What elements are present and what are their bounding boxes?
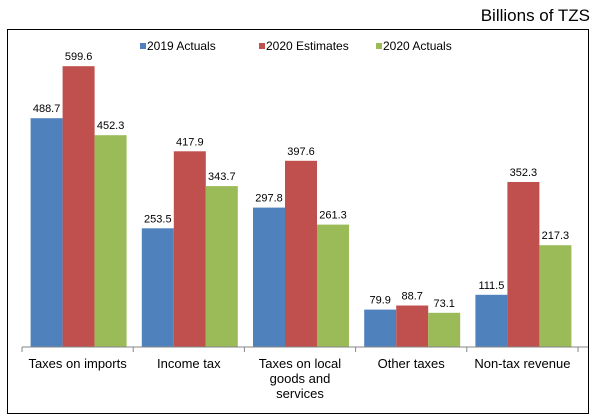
x-axis-labels: Taxes on imports Income tax Taxes on local…: [28, 356, 570, 401]
bar: [364, 309, 397, 347]
bar: [173, 151, 206, 347]
legend-swatch: [259, 43, 265, 49]
bar: [94, 135, 127, 347]
legend-label: 2019 Actuals: [147, 39, 216, 53]
chart-frame: 2019 Actuals 2020 Estimates 2020 Actuals 4…: [7, 29, 589, 414]
legend: 2019 Actuals 2020 Estimates 2020 Actuals: [140, 39, 452, 53]
legend-swatch: [140, 43, 146, 49]
x-axis-category-label-line: Other taxes: [378, 356, 446, 371]
bar: [317, 224, 349, 347]
bar: [539, 245, 572, 347]
x-axis-category-label-line: services: [276, 386, 324, 401]
bar: [253, 207, 285, 347]
x-axis-category-label-line: Non-tax revenue: [474, 356, 570, 371]
bar-value-label: 217.3: [542, 230, 570, 242]
x-axis-category-label-line: Taxes on imports: [28, 356, 127, 371]
bar-value-label: 488.7: [33, 103, 61, 115]
bar: [428, 312, 461, 347]
bar: [475, 294, 508, 347]
bar-value-label: 111.5: [478, 280, 504, 292]
x-axis-category-label-line: goods and: [270, 371, 331, 386]
bar-value-label: 297.8: [255, 193, 283, 205]
bar: [396, 305, 429, 347]
bar-value-label: 88.7: [401, 291, 422, 303]
bar: [141, 228, 174, 347]
bar-value-label: 79.9: [369, 295, 390, 307]
x-axis-category-label: Taxes on imports: [28, 356, 127, 371]
bar-chart: 2019 Actuals 2020 Estimates 2020 Actuals 4…: [21, 39, 588, 401]
x-axis-category-label-line: Income tax: [157, 356, 221, 371]
legend-label: 2020 Estimates: [266, 39, 349, 53]
bar-value-label: 343.7: [208, 171, 236, 183]
bar: [507, 182, 540, 347]
bar-value-label: 253.5: [144, 213, 172, 225]
legend-label: 2020 Actuals: [383, 39, 452, 53]
unit-label: Billions of TZS: [480, 6, 590, 25]
bar-value-label: 397.6: [287, 146, 315, 158]
bar-value-label: 73.1: [433, 298, 454, 310]
bar-value-label: 599.6: [65, 51, 93, 63]
x-axis-category-label: Non-tax revenue: [474, 356, 570, 371]
data-labels: 488.7 253.5 297.8 79.9 111.5 599.6 417.9 397.6 8…: [33, 51, 569, 310]
bar: [285, 160, 317, 347]
x-axis-category-label: Taxes on local goods and services: [259, 356, 341, 401]
bar: [62, 66, 95, 347]
x-axis-ticks: [21, 347, 579, 352]
x-axis-category-label-line: Taxes on local: [259, 356, 341, 371]
bar: [205, 186, 238, 347]
x-axis-category-label: Other taxes: [378, 356, 446, 371]
x-axis-category-label: Income tax: [157, 356, 221, 371]
bars: [30, 66, 572, 347]
bar-value-label: 417.9: [176, 136, 204, 148]
bar-value-label: 352.3: [510, 167, 538, 179]
bar-value-label: 452.3: [97, 120, 125, 132]
bar: [30, 118, 63, 347]
legend-swatch: [376, 43, 382, 49]
bar-value-label: 261.3: [319, 210, 347, 222]
